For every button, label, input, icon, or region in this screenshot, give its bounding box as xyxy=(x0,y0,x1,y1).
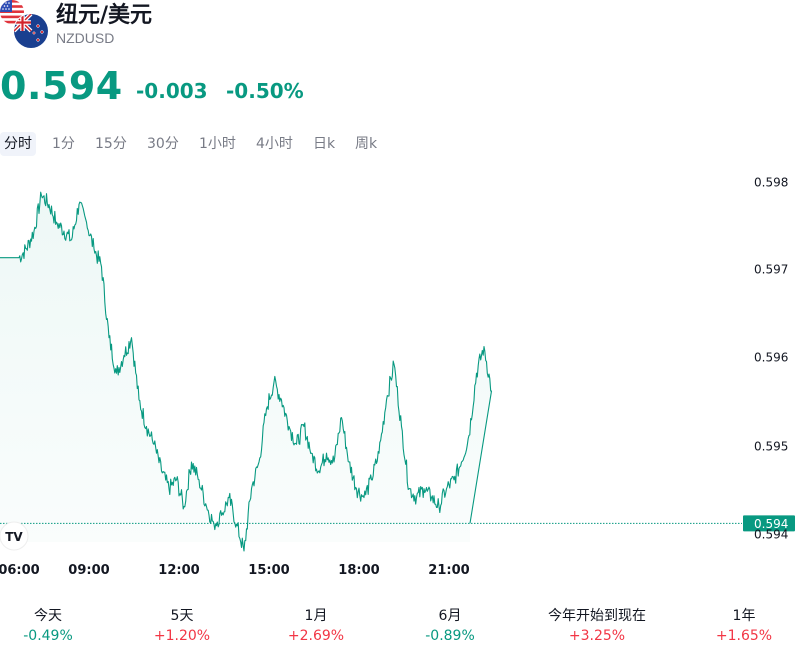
period-label: 5天 xyxy=(170,608,194,624)
tab-weekly[interactable]: 周k xyxy=(355,136,378,152)
page-title: 纽元/美元 xyxy=(56,3,153,28)
x-tick-label: 15:00 xyxy=(248,563,289,578)
price-change-percent: -0.50% xyxy=(226,79,304,103)
period-value: +2.69% xyxy=(287,628,345,644)
y-tick-label: 0.597 xyxy=(754,263,788,277)
y-tick-label: 0.596 xyxy=(754,351,788,365)
price-line xyxy=(0,191,493,552)
period-value: +3.25% xyxy=(568,628,626,644)
performance-periods: 今天 -0.49% 5天 +1.20% 1月 +2.69% 6月 -0.89% … xyxy=(0,606,800,650)
x-tick-label: 18:00 xyxy=(338,563,379,578)
tab-4hour[interactable]: 4小时 xyxy=(256,136,293,152)
x-tick-label: 09:00 xyxy=(68,563,109,578)
period-ytd[interactable]: 今年开始到现在 +3.25% xyxy=(537,606,657,646)
period-value: -0.89% xyxy=(425,628,475,644)
period-label: 今年开始到现在 xyxy=(548,608,646,624)
price-area-fill xyxy=(0,192,492,551)
tab-30min[interactable]: 30分 xyxy=(147,136,179,152)
period-label: 6月 xyxy=(438,608,462,624)
y-tick-label: 0.598 xyxy=(754,176,788,190)
period-value: +1.65% xyxy=(715,628,773,644)
tab-1hour[interactable]: 1小时 xyxy=(199,136,236,152)
tradingview-logo: TV xyxy=(0,521,29,551)
period-today[interactable]: 今天 -0.49% xyxy=(0,606,108,646)
y-tick-label: 0.594 xyxy=(754,528,788,542)
ticker-symbol: NZDUSD xyxy=(56,30,115,46)
tab-intraday[interactable]: 分时 xyxy=(0,132,36,156)
period-5d[interactable]: 5天 +1.20% xyxy=(122,606,242,646)
x-tick-label: 21:00 xyxy=(428,563,469,578)
period-value: -0.49% xyxy=(23,628,73,644)
period-1m[interactable]: 1月 +2.69% xyxy=(256,606,376,646)
x-tick-label: 06:00 xyxy=(0,563,40,578)
nz-flag-icon xyxy=(13,13,49,49)
y-tick-label: 0.595 xyxy=(754,440,788,454)
header: 纽元/美元 NZDUSD xyxy=(0,0,800,50)
period-6m[interactable]: 6月 -0.89% xyxy=(390,606,510,646)
logo-text: TV xyxy=(5,530,23,544)
last-price-badge-text: 0.594 xyxy=(754,517,788,531)
period-value: +1.20% xyxy=(153,628,211,644)
period-label: 1月 xyxy=(304,608,328,624)
period-1y[interactable]: 1年 +1.65% xyxy=(684,606,800,646)
last-price-badge xyxy=(743,515,795,532)
x-tick-label: 12:00 xyxy=(158,563,199,578)
tab-daily[interactable]: 日k xyxy=(313,136,336,152)
tab-1min[interactable]: 1分 xyxy=(52,136,75,152)
period-label: 1年 xyxy=(732,608,756,624)
price-change: -0.003 xyxy=(136,79,208,103)
price-chart[interactable]: 0.594 0.598 0.597 0.596 0.595 0.594 06:00 09:00… xyxy=(0,160,800,590)
currency-pair-flags xyxy=(0,0,50,50)
last-price: 0.594 xyxy=(0,64,123,108)
period-label: 今天 xyxy=(34,608,62,624)
tab-15min[interactable]: 15分 xyxy=(95,136,127,152)
